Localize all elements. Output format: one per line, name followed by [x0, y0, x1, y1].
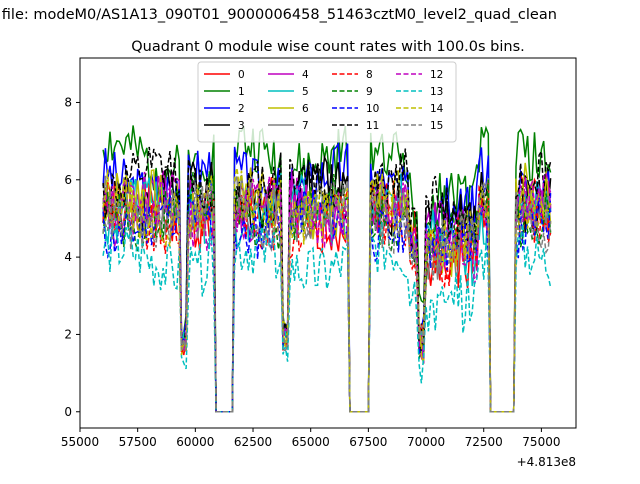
y-axis: 0 2 4 6 8 [64, 95, 80, 419]
series-line-11 [102, 146, 552, 413]
legend-label: 4 [302, 69, 309, 81]
chart-title: Quadrant 0 module wise count rates with … [131, 39, 525, 55]
series-line-13 [102, 221, 552, 413]
x-tick-label: 62500 [234, 435, 272, 449]
legend-label: 2 [238, 103, 245, 115]
legend-label: 9 [366, 86, 373, 98]
x-tick-label: 75000 [522, 435, 560, 449]
legend-label: 11 [366, 120, 379, 132]
legend-label: 8 [366, 69, 373, 81]
legend-label: 13 [430, 86, 443, 98]
series-line-14 [102, 167, 552, 413]
series-line-1 [102, 125, 552, 413]
y-tick-label: 2 [64, 327, 72, 341]
x-tick-label: 67500 [349, 435, 387, 449]
legend-label: 3 [238, 120, 245, 132]
legend-label: 14 [430, 103, 444, 115]
x-tick-label: 65000 [292, 435, 330, 449]
x-offset-label: +4.813e8 [517, 455, 576, 469]
y-tick-label: 8 [64, 95, 72, 109]
figure-suptitle: n file: modeM0/AS1A13_090T01_9000006458_… [0, 7, 557, 23]
legend-label: 6 [302, 103, 309, 115]
x-tick-label: 57500 [119, 435, 157, 449]
legend-label: 12 [430, 69, 443, 81]
series-line-8 [102, 180, 552, 413]
series-layer [102, 125, 552, 413]
x-tick-label: 72500 [465, 435, 503, 449]
x-tick-label: 55000 [61, 435, 99, 449]
legend-label: 15 [430, 120, 443, 132]
legend-label: 10 [366, 103, 379, 115]
legend-label: 5 [302, 86, 309, 98]
axes-frame [79, 57, 577, 429]
y-tick-label: 6 [64, 173, 72, 187]
y-tick-label: 4 [64, 250, 72, 264]
series-line-15 [102, 181, 552, 413]
legend-label: 0 [238, 69, 245, 81]
y-tick-label: 0 [64, 405, 72, 419]
x-tick-label: 70000 [407, 435, 445, 449]
legend-label: 1 [238, 86, 245, 98]
x-axis: 55000 57500 60000 62500 65000 67500 70000 72500… [61, 428, 560, 449]
legend-label: 7 [302, 120, 309, 132]
legend-box [197, 61, 457, 143]
x-tick-label: 60000 [176, 435, 214, 449]
